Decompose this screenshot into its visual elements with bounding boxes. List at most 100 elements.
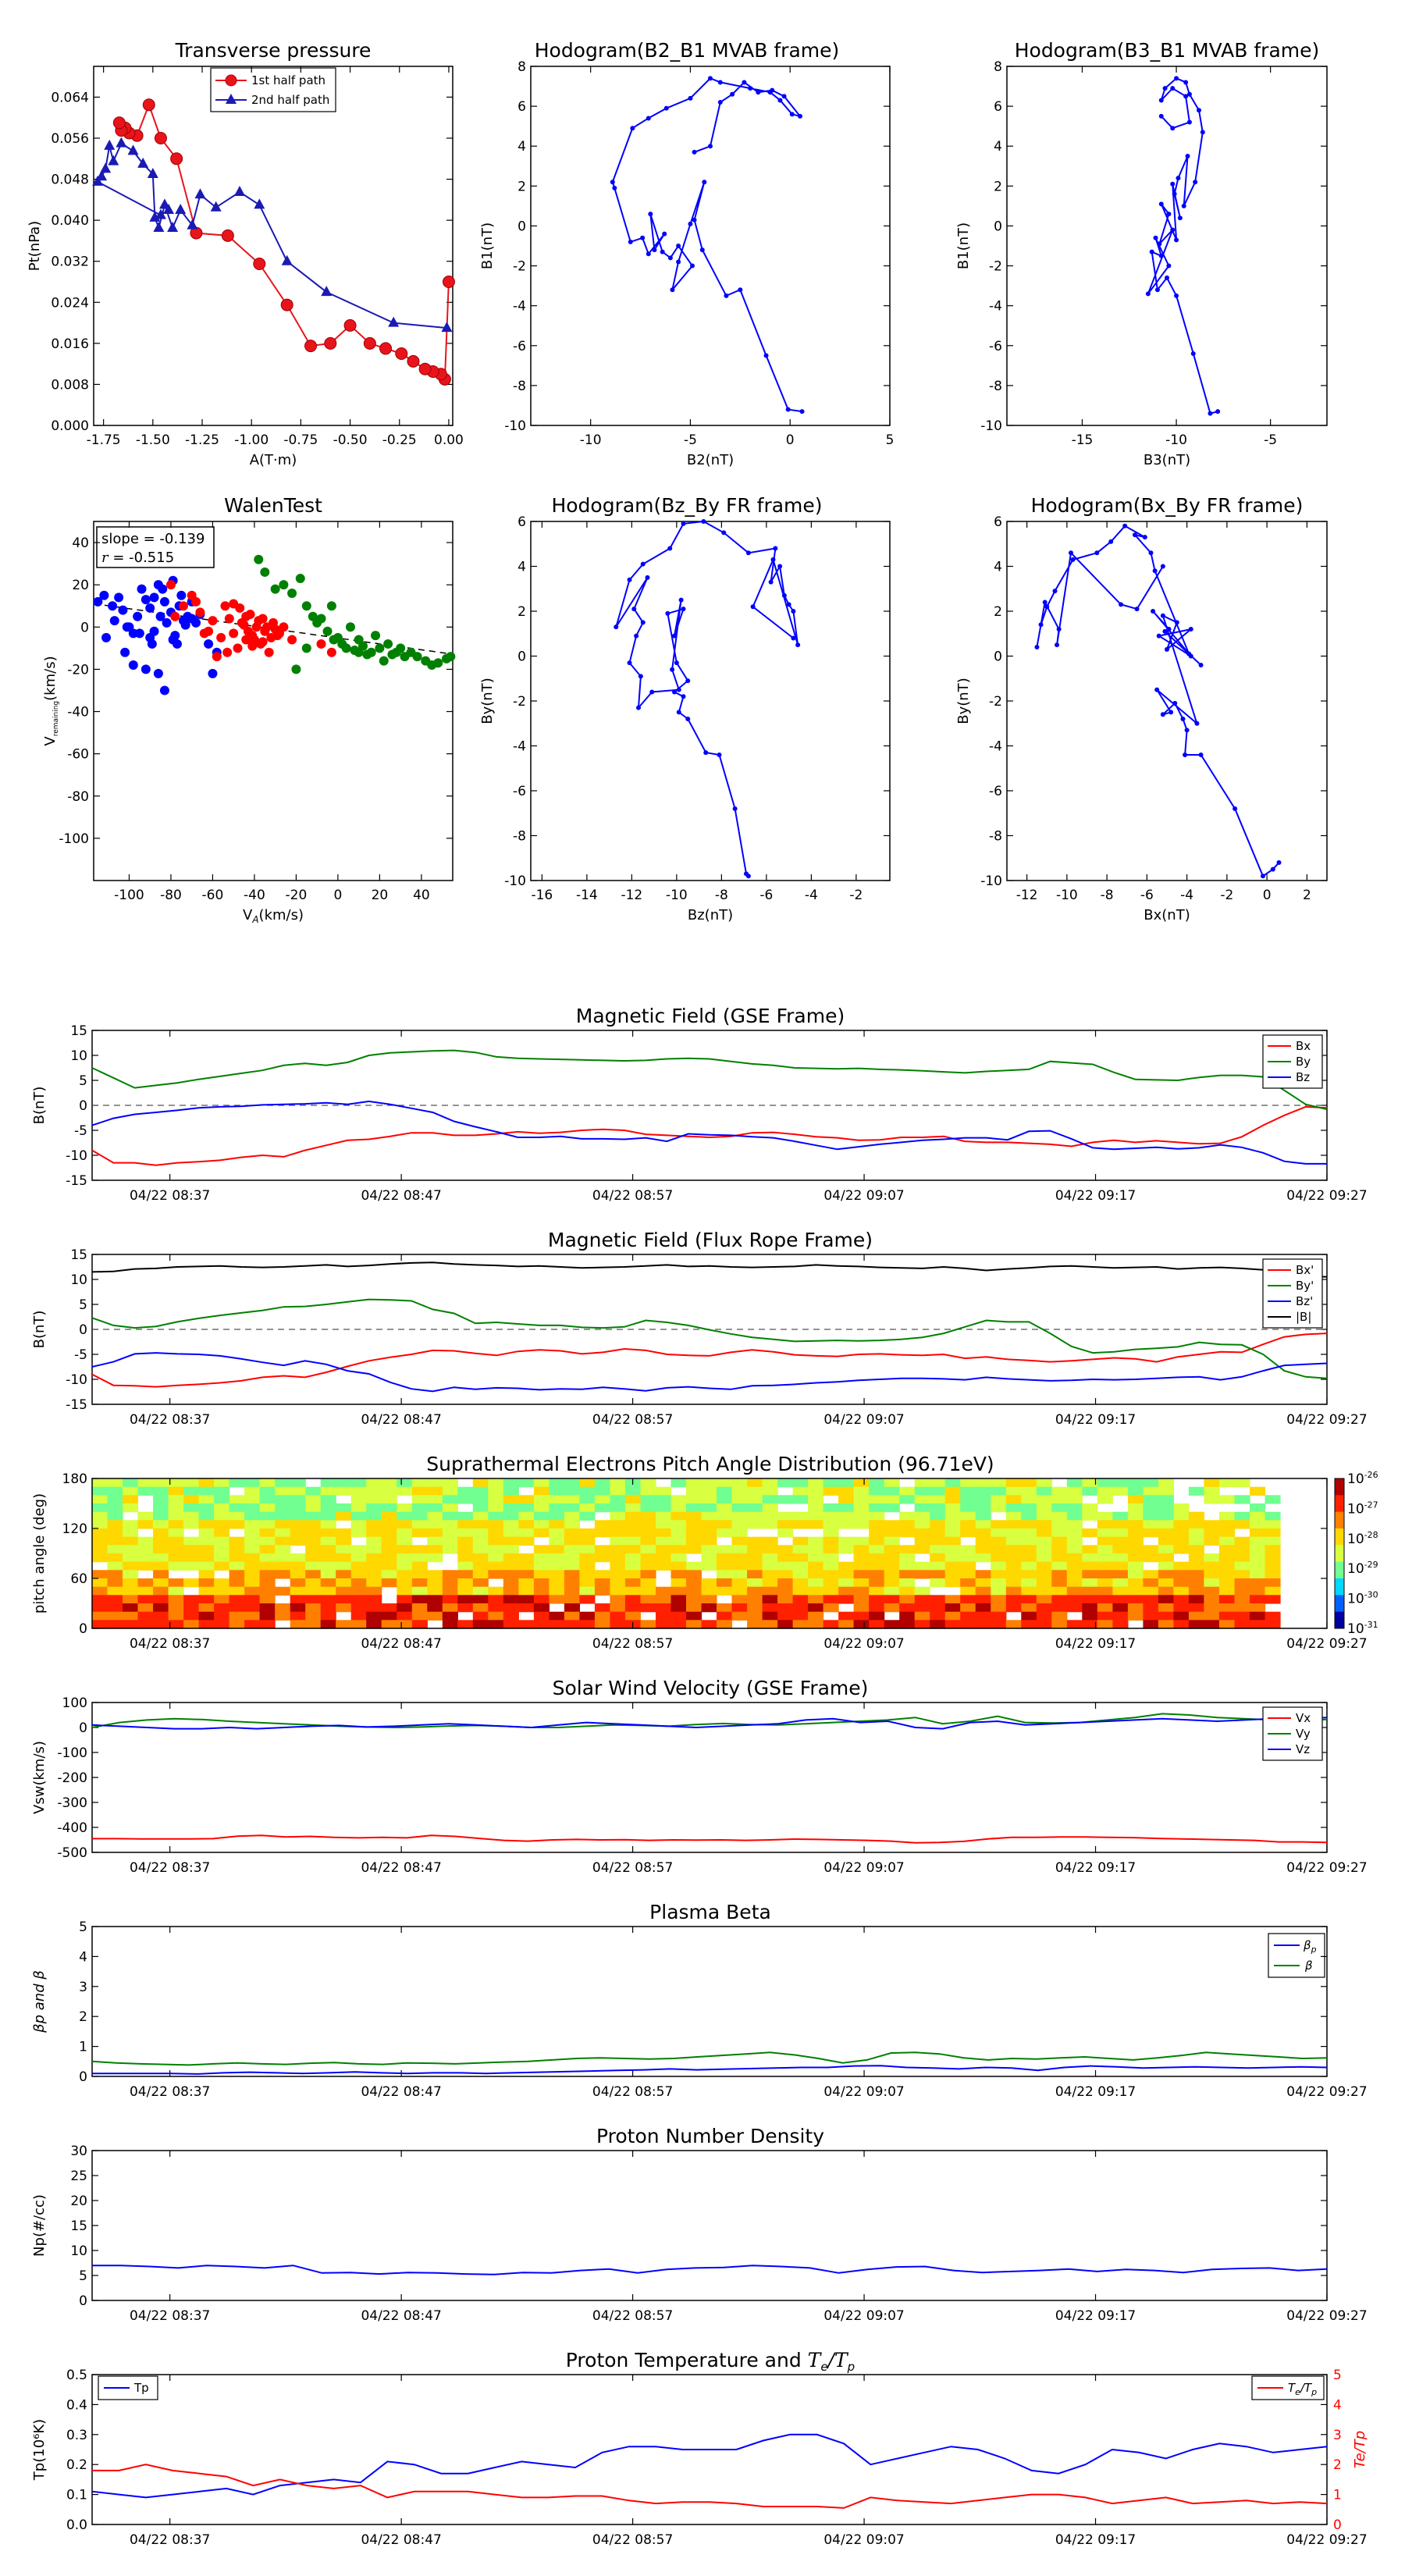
pad-cell — [229, 1478, 245, 1488]
pad-cell — [1234, 1511, 1250, 1521]
tp-ytick-label: 0.2 — [66, 2457, 87, 2473]
walen-point — [279, 622, 289, 632]
pad-cell — [153, 1486, 169, 1496]
pad-cell — [350, 1611, 367, 1621]
holo2-ytick-label: 0 — [994, 219, 1002, 234]
pad-cell — [244, 1620, 261, 1629]
transverse-xtick-label: 0.00 — [434, 432, 464, 448]
pad-cell — [457, 1495, 474, 1504]
walen-point — [133, 611, 143, 621]
walen-point — [159, 596, 169, 607]
pad-cell — [731, 1511, 748, 1521]
pad-cell — [1112, 1611, 1129, 1621]
transverse-point — [363, 336, 376, 350]
transverse-point — [388, 316, 400, 327]
pad-cell — [1250, 1611, 1266, 1621]
pad-cell — [168, 1561, 184, 1571]
pad-cell — [792, 1545, 809, 1554]
pad-cell — [1097, 1520, 1113, 1529]
beta-xtick-label: 04/22 08:37 — [130, 2084, 210, 2100]
pad-cell — [549, 1578, 565, 1588]
pad-cell — [1051, 1511, 1068, 1521]
pad-cell — [1112, 1478, 1129, 1488]
pad-cell — [762, 1486, 778, 1496]
walen-point — [118, 605, 128, 615]
pad-cell — [168, 1620, 184, 1629]
pad-cell — [1051, 1553, 1068, 1563]
tp-xtick-label: 04/22 08:47 — [361, 2532, 441, 2548]
title-walen-test: WalenTest — [224, 494, 322, 517]
pad-cell — [1051, 1520, 1068, 1529]
pad-cell — [1218, 1561, 1235, 1571]
vsw-legend-label: Vy — [1296, 1727, 1311, 1741]
holo4-xlabel: Bx(nT) — [1144, 907, 1190, 923]
pad-cell — [290, 1603, 306, 1613]
holo2-ytick-label: -10 — [980, 418, 1002, 434]
pad-cell — [1127, 1503, 1144, 1513]
pad-cell — [503, 1528, 519, 1538]
pad-cell — [1097, 1603, 1113, 1613]
pad-cell — [853, 1536, 870, 1546]
pad-cell — [717, 1503, 733, 1513]
transverse-xlabel: A(T·m) — [250, 452, 297, 468]
transverse-point — [418, 362, 432, 375]
pad-cell — [153, 1611, 169, 1621]
pad-cell — [1021, 1511, 1037, 1521]
vsw-ytick-label: 100 — [62, 1695, 87, 1711]
pad-cell — [1234, 1495, 1250, 1504]
pad-cell — [153, 1570, 169, 1579]
holo3-ytick-label: -6 — [513, 784, 526, 799]
pad-cell — [366, 1520, 382, 1529]
holo1-point — [798, 113, 802, 119]
pad-cell — [808, 1503, 824, 1513]
walen-stats-box: slope = -0.139 r = -0.515 — [96, 526, 215, 568]
pad-cell — [808, 1570, 824, 1579]
walen-point — [162, 617, 172, 628]
holo1-point — [610, 180, 615, 185]
holo3-point — [640, 620, 646, 625]
holo1-point — [640, 235, 646, 240]
pad-cell — [960, 1578, 976, 1588]
pad-cell — [914, 1478, 930, 1488]
pad-cell — [1218, 1553, 1235, 1563]
pad-cell — [686, 1536, 702, 1546]
holo1-point — [646, 251, 651, 257]
pad-cell — [503, 1595, 519, 1604]
pad-cell — [427, 1520, 443, 1529]
pad-cell — [533, 1553, 550, 1563]
pad-cell — [656, 1486, 672, 1496]
pad-cell — [107, 1545, 123, 1554]
holo4-point — [1162, 628, 1168, 634]
pad-cell — [229, 1561, 245, 1571]
pad-cell — [869, 1520, 885, 1529]
pad-cell — [1218, 1578, 1235, 1588]
pad-cell — [1051, 1545, 1068, 1554]
holo3-point — [665, 610, 670, 616]
holo3-point — [645, 575, 650, 580]
pad-cell — [991, 1545, 1007, 1554]
pad-cell — [411, 1495, 428, 1504]
pad-cell — [564, 1478, 580, 1488]
holo2-point — [1154, 287, 1160, 293]
pad-cell — [731, 1553, 748, 1563]
pad-cell — [214, 1603, 230, 1613]
walen-point — [208, 616, 218, 626]
pad-cell — [717, 1578, 733, 1588]
tp-ytick-label: 0.0 — [66, 2517, 87, 2533]
pad-cell — [1036, 1570, 1052, 1579]
holo4-point — [1174, 620, 1179, 625]
pad-cell — [229, 1595, 245, 1604]
pad-cell — [533, 1570, 550, 1579]
holo1-point — [770, 87, 775, 93]
pad-cell — [960, 1528, 976, 1538]
pad-cell — [991, 1520, 1007, 1529]
mag_fr-series-Bz-line — [91, 1352, 1328, 1393]
pad-cell — [168, 1478, 184, 1488]
pad-colorbar-segment — [1335, 1595, 1344, 1613]
pad-cell — [397, 1611, 413, 1621]
pad-cell — [1127, 1570, 1144, 1579]
pad-cell — [610, 1570, 626, 1579]
pad-cell — [1143, 1486, 1159, 1496]
pad-cell — [670, 1536, 687, 1546]
pad-cell — [472, 1495, 489, 1504]
